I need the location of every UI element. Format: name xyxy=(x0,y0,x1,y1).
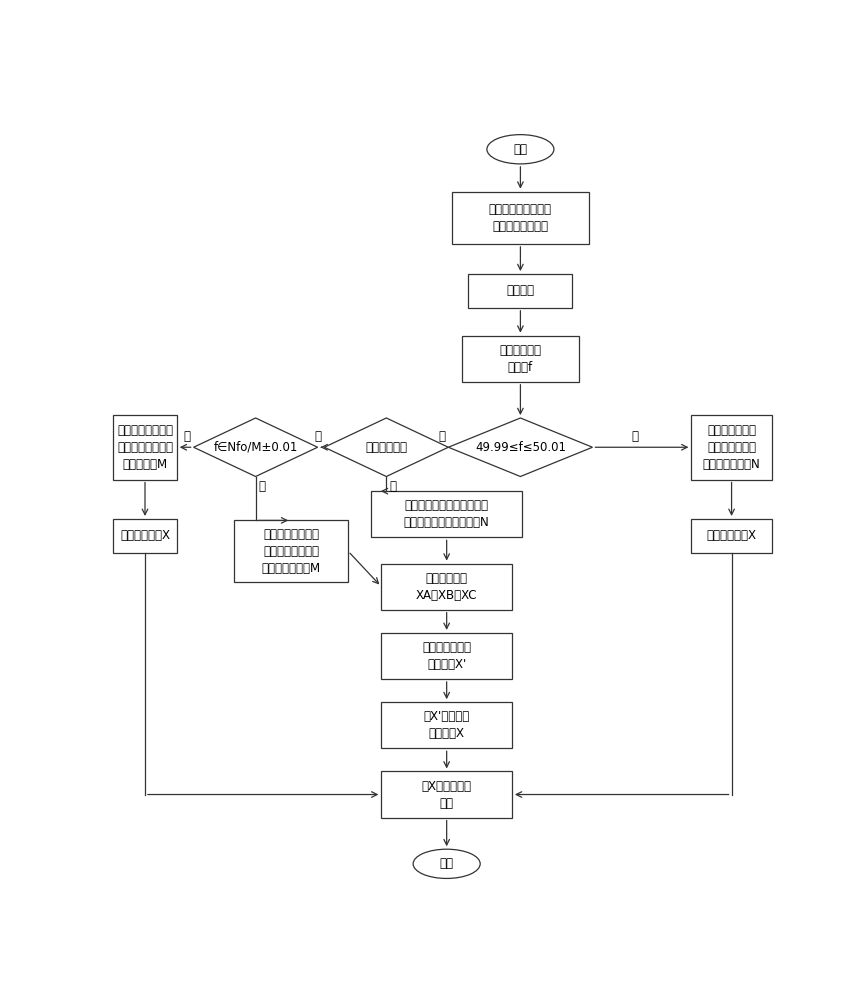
FancyBboxPatch shape xyxy=(691,519,772,553)
Text: 对X'进行修正
得到相量X: 对X'进行修正 得到相量X xyxy=(424,710,470,740)
Text: 开始: 开始 xyxy=(514,143,528,156)
Text: 否: 否 xyxy=(439,430,445,443)
Text: 原始三相定时间间隔
离散化采样值序列: 原始三相定时间间隔 离散化采样值序列 xyxy=(489,203,552,233)
FancyBboxPatch shape xyxy=(381,771,512,818)
Polygon shape xyxy=(448,418,593,477)
FancyBboxPatch shape xyxy=(381,633,512,679)
FancyBboxPatch shape xyxy=(469,274,573,308)
Text: 将三相采样值序列分别进行
离散傅里叶变换，窗长为N: 将三相采样值序列分别进行 离散傅里叶变换，窗长为N xyxy=(404,499,490,529)
Text: 否: 否 xyxy=(259,480,266,493)
Ellipse shape xyxy=(487,135,554,164)
Text: 是: 是 xyxy=(183,430,190,443)
Polygon shape xyxy=(194,418,317,477)
Text: 获得系统准确
频率值f: 获得系统准确 频率值f xyxy=(499,344,541,374)
FancyBboxPatch shape xyxy=(381,702,512,748)
Text: 系统三相平衡: 系统三相平衡 xyxy=(365,441,407,454)
FancyBboxPatch shape xyxy=(381,564,512,610)
FancyBboxPatch shape xyxy=(113,415,176,480)
FancyBboxPatch shape xyxy=(462,336,579,382)
Text: 49.99≤f≤50.01: 49.99≤f≤50.01 xyxy=(475,441,566,454)
Text: 结束: 结束 xyxy=(439,857,453,870)
FancyBboxPatch shape xyxy=(452,192,589,244)
FancyBboxPatch shape xyxy=(371,491,522,537)
Text: 将三相采样值序列
分别进行离散傅里
叶变换，窗长为M: 将三相采样值序列 分别进行离散傅里 叶变换，窗长为M xyxy=(261,528,321,575)
Text: 计算得到相量X: 计算得到相量X xyxy=(120,529,170,542)
Text: 由X得到幅值和
相角: 由X得到幅值和 相角 xyxy=(421,780,471,810)
Ellipse shape xyxy=(413,849,480,878)
Text: 求取正序分量，
得到相量X': 求取正序分量， 得到相量X' xyxy=(422,641,471,671)
Text: 是: 是 xyxy=(631,430,638,443)
Text: 将一相采样值序
列进行离散傅里
叶变换，窗长为N: 将一相采样值序 列进行离散傅里 叶变换，窗长为N xyxy=(702,424,760,471)
FancyBboxPatch shape xyxy=(691,415,772,480)
Text: 否: 否 xyxy=(314,430,321,443)
FancyBboxPatch shape xyxy=(113,519,176,553)
Polygon shape xyxy=(324,418,448,477)
Text: 将一相采样值序列
进行离散傅里叶变
换，窗长为M: 将一相采样值序列 进行离散傅里叶变 换，窗长为M xyxy=(117,424,173,471)
Text: 低通滤波: 低通滤波 xyxy=(506,284,535,297)
Text: 计算得到相量X: 计算得到相量X xyxy=(707,529,757,542)
Text: 是: 是 xyxy=(389,480,396,493)
Text: f∈Nfo/M±0.01: f∈Nfo/M±0.01 xyxy=(214,441,298,454)
FancyBboxPatch shape xyxy=(234,520,348,582)
Text: 计算得到相量
XA、XB、XC: 计算得到相量 XA、XB、XC xyxy=(416,572,477,602)
